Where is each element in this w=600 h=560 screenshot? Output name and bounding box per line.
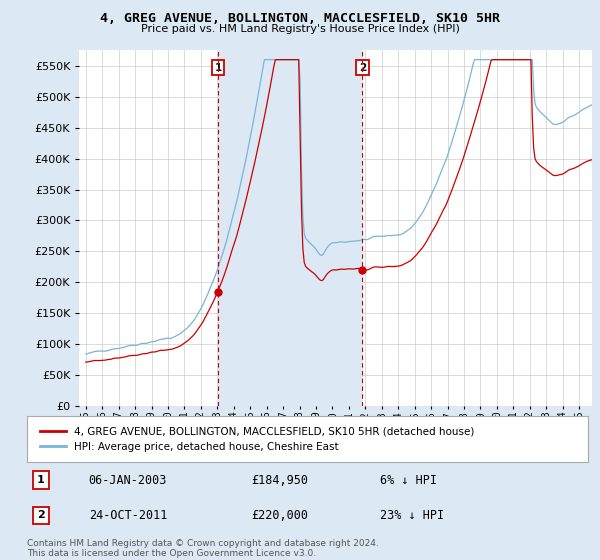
Legend: 4, GREG AVENUE, BOLLINGTON, MACCLESFIELD, SK10 5HR (detached house), HPI: Averag: 4, GREG AVENUE, BOLLINGTON, MACCLESFIELD… <box>36 422 479 456</box>
Text: 1: 1 <box>37 475 45 486</box>
Text: 24-OCT-2011: 24-OCT-2011 <box>89 509 167 522</box>
Text: 4, GREG AVENUE, BOLLINGTON, MACCLESFIELD, SK10 5HR: 4, GREG AVENUE, BOLLINGTON, MACCLESFIELD… <box>100 12 500 25</box>
Text: 2: 2 <box>37 510 45 520</box>
Text: Price paid vs. HM Land Registry's House Price Index (HPI): Price paid vs. HM Land Registry's House … <box>140 24 460 34</box>
Text: 6% ↓ HPI: 6% ↓ HPI <box>380 474 437 487</box>
Text: 2: 2 <box>359 63 366 73</box>
Text: £220,000: £220,000 <box>251 509 308 522</box>
Text: 06-JAN-2003: 06-JAN-2003 <box>89 474 167 487</box>
Bar <box>218 50 362 406</box>
Text: £184,950: £184,950 <box>251 474 308 487</box>
Text: 1: 1 <box>214 63 221 73</box>
Text: 23% ↓ HPI: 23% ↓ HPI <box>380 509 445 522</box>
Text: Contains HM Land Registry data © Crown copyright and database right 2024.
This d: Contains HM Land Registry data © Crown c… <box>27 539 379 558</box>
